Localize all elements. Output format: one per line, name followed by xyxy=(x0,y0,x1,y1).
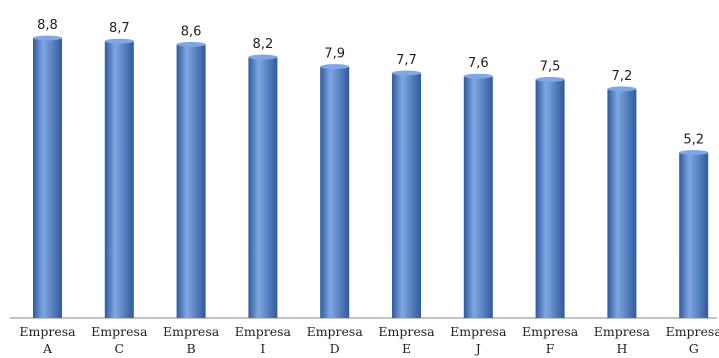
bars-group xyxy=(33,35,709,319)
data-label: 7,2 xyxy=(612,69,633,84)
x-tick-label-letter: B xyxy=(187,341,196,356)
bar-i xyxy=(248,57,278,318)
x-tick-label-letter: D xyxy=(330,341,340,356)
x-tick-label: Empresa xyxy=(450,324,507,339)
data-label: 8,2 xyxy=(253,37,274,52)
bar-c xyxy=(104,41,134,318)
x-tick-label: Empresa xyxy=(235,324,292,339)
x-tick-label-letter: C xyxy=(115,341,125,356)
x-tick-label-letter: E xyxy=(402,341,411,356)
x-tick-label: Empresa xyxy=(594,324,651,339)
bar-e xyxy=(392,73,421,318)
bar-j xyxy=(463,76,493,318)
x-tick-label-letter: A xyxy=(42,341,53,356)
bar-a xyxy=(33,38,62,318)
bar-cap-e xyxy=(392,70,421,76)
bar-cap-b xyxy=(176,41,206,47)
bar-cap-c xyxy=(104,38,134,44)
x-tick-label-letter: J xyxy=(474,341,481,356)
data-label: 8,6 xyxy=(181,24,202,39)
data-label: 7,5 xyxy=(540,59,561,74)
bar-cap-a xyxy=(33,35,62,41)
x-tick-label: Empresa xyxy=(522,324,579,339)
data-label: 5,2 xyxy=(683,133,704,148)
x-tick-label: Empresa xyxy=(378,324,435,339)
x-tick-label-letter: G xyxy=(689,341,699,356)
x-tick-label: Empresa xyxy=(666,324,719,339)
x-tick-label: Empresa xyxy=(19,324,76,339)
bar-cap-g xyxy=(679,150,709,155)
bar-cap-f xyxy=(535,76,565,82)
bar-g xyxy=(679,152,709,318)
value-labels-group: 8,8 8,7 8,6 8,2 7,9 7,7 7,6 7,5 7,2 5,2 xyxy=(37,18,704,148)
data-label: 8,8 xyxy=(37,18,58,33)
bar-cap-j xyxy=(463,73,493,79)
bar-d xyxy=(320,66,350,318)
data-label: 7,7 xyxy=(396,53,417,68)
bar-h xyxy=(607,88,637,319)
bar-cap-i xyxy=(248,54,278,60)
bar-cap-d xyxy=(320,64,350,70)
bar-cap-h xyxy=(607,86,637,92)
category-labels-group: Empresa A Empresa C Empresa B Empresa I Empresa D… xyxy=(19,324,719,356)
bar-f xyxy=(535,79,565,319)
x-tick-label-letter: H xyxy=(616,341,627,356)
x-tick-label-letter: I xyxy=(260,341,265,356)
data-label: 7,6 xyxy=(468,56,489,71)
bar-b xyxy=(176,44,206,319)
x-tick-label: Empresa xyxy=(307,324,364,339)
data-label: 8,7 xyxy=(109,21,130,36)
x-tick-label: Empresa xyxy=(163,324,220,339)
data-label: 7,9 xyxy=(324,47,345,62)
x-tick-label: Empresa xyxy=(91,324,148,339)
x-tick-label-letter: F xyxy=(546,341,555,356)
